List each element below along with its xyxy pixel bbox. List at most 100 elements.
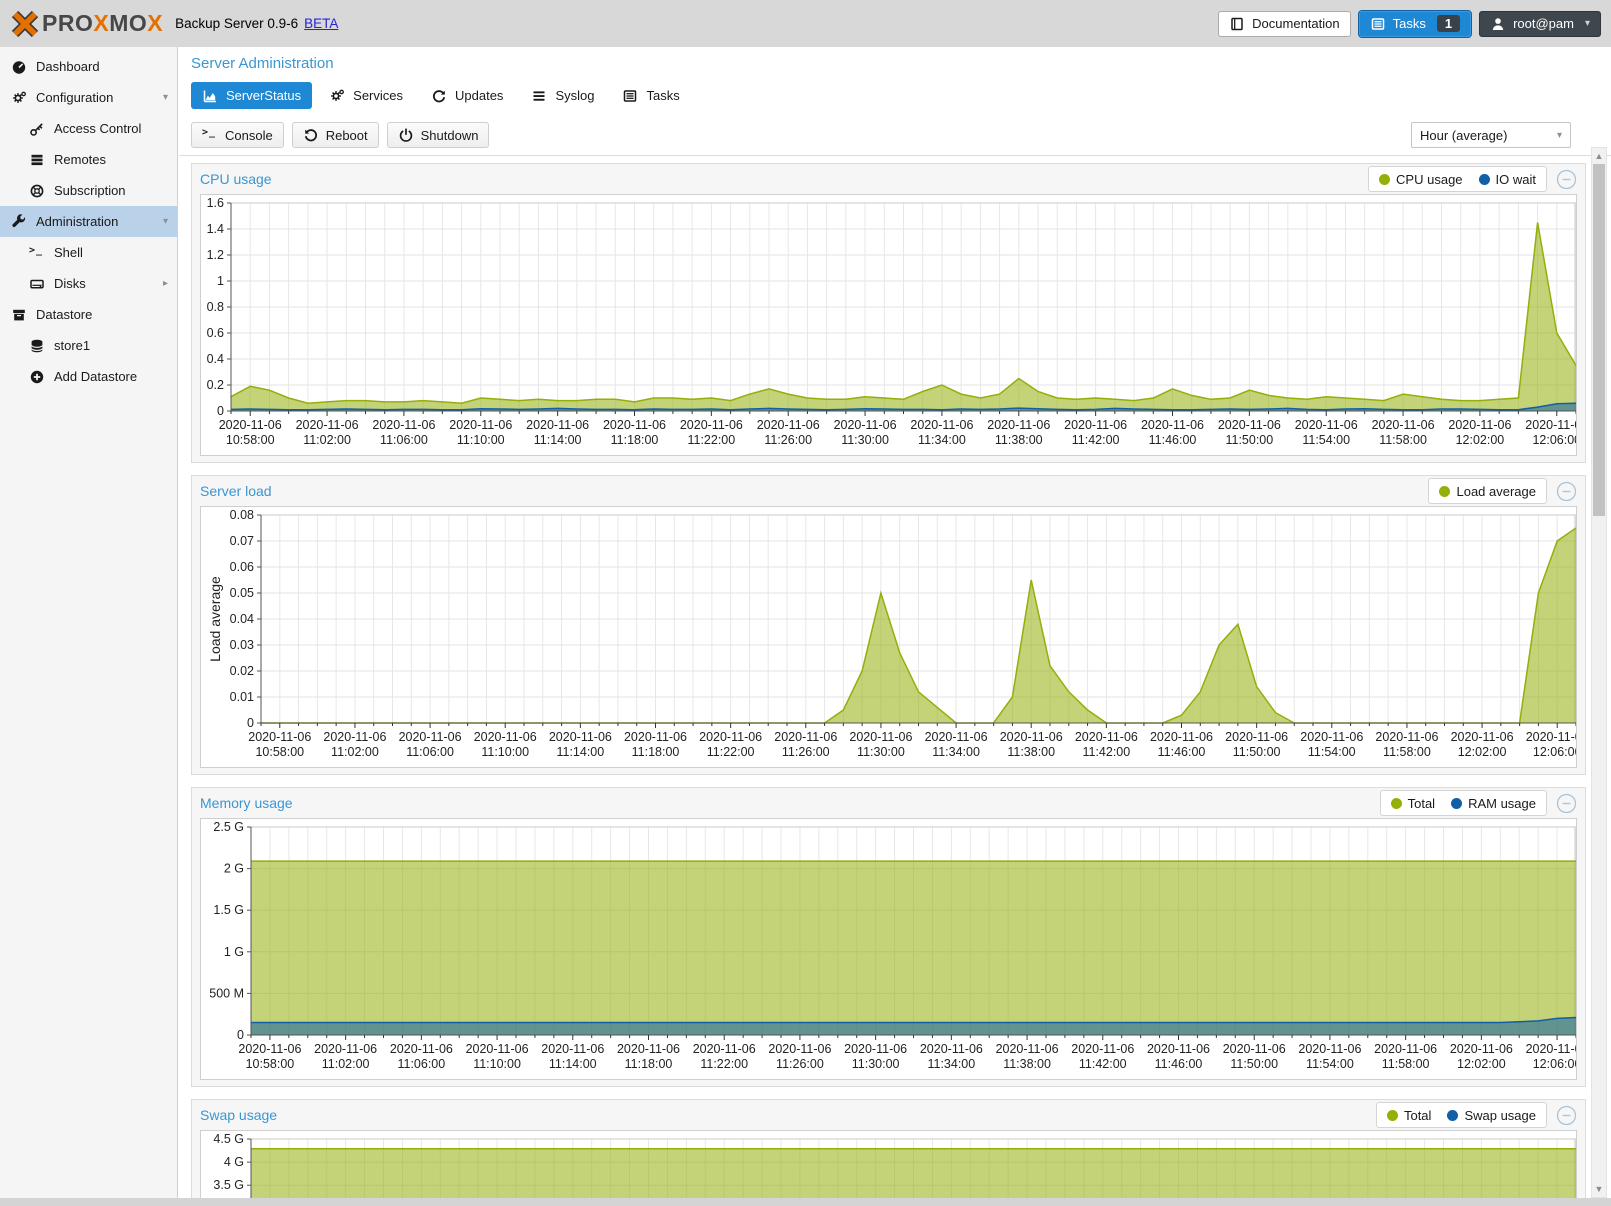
svg-text:11:10:00: 11:10:00 xyxy=(481,745,529,759)
area-chart-icon xyxy=(203,90,216,102)
legend-item[interactable]: RAM usage xyxy=(1451,796,1536,811)
svg-text:2020-11-06: 2020-11-06 xyxy=(238,1042,301,1056)
server-load-panel: Server load Load average 0 0.01 0.02 0.03 0.… xyxy=(191,475,1586,775)
chevron-right-icon[interactable]: ▸ xyxy=(162,278,168,289)
svg-text:11:38:00: 11:38:00 xyxy=(995,433,1043,447)
svg-text:0.01: 0.01 xyxy=(230,690,254,704)
svg-text:11:38:00: 11:38:00 xyxy=(1003,1057,1051,1071)
svg-text:0.05: 0.05 xyxy=(230,586,254,600)
cpu-usage-panel: CPU usage CPU usage IO wait xyxy=(191,163,1586,463)
chart-legend: CPU usage IO wait xyxy=(1368,166,1547,192)
shutdown-button[interactable]: Shutdown xyxy=(386,122,490,148)
sidebar-item-dashboard[interactable]: Dashboard xyxy=(0,51,177,82)
svg-text:2020-11-06: 2020-11-06 xyxy=(1374,1042,1437,1056)
svg-text:2020-11-06: 2020-11-06 xyxy=(910,418,973,432)
tasks-button[interactable]: Tasks 1 xyxy=(1357,9,1473,38)
svg-text:2020-11-06: 2020-11-06 xyxy=(1147,1042,1210,1056)
svg-text:10:58:00: 10:58:00 xyxy=(255,745,304,759)
refresh-icon xyxy=(433,89,446,102)
cpu-usage-chart: 0 0.2 0.4 0.6 0.8 1 1.2 1.4 1.6 2020-11-06 10:58:0… xyxy=(200,194,1577,456)
gears-icon xyxy=(331,89,345,101)
svg-text:11:26:00: 11:26:00 xyxy=(764,433,812,447)
sidebar-item-store1[interactable]: store1 xyxy=(0,330,177,361)
chart-legend: Total RAM usage xyxy=(1379,790,1547,816)
svg-text:11:02:00: 11:02:00 xyxy=(322,1057,370,1071)
sidebar-item-access-control[interactable]: Access Control xyxy=(0,113,177,144)
legend-item[interactable]: Swap usage xyxy=(1447,1108,1536,1123)
legend-item[interactable]: Total xyxy=(1390,796,1435,811)
collapse-panel-icon[interactable] xyxy=(1556,169,1577,190)
console-button[interactable]: >_ Console xyxy=(191,122,284,148)
svg-text:0.2: 0.2 xyxy=(207,378,224,392)
scroll-down-arrow[interactable]: ▼ xyxy=(1594,1184,1604,1194)
chart-legend: Total Swap usage xyxy=(1375,1102,1547,1128)
sidebar-item-subscription[interactable]: Subscription xyxy=(0,175,177,206)
svg-text:2020-11-06: 2020-11-06 xyxy=(1295,418,1358,432)
rotate-left-icon xyxy=(304,129,317,142)
svg-text:2020-11-06: 2020-11-06 xyxy=(323,730,386,744)
tab-syslog[interactable]: Syslog xyxy=(520,82,605,109)
svg-text:1.5 G: 1.5 G xyxy=(213,903,244,917)
scrollbar-thumb[interactable] xyxy=(1593,164,1605,516)
svg-text:2020-11-06: 2020-11-06 xyxy=(1223,1042,1286,1056)
hard-disk-icon xyxy=(30,279,44,288)
tab-updates[interactable]: Updates xyxy=(420,82,514,109)
svg-text:2020-11-06: 2020-11-06 xyxy=(1372,418,1435,432)
collapse-panel-icon[interactable] xyxy=(1556,793,1577,814)
svg-text:0.08: 0.08 xyxy=(230,508,254,522)
svg-text:11:50:00: 11:50:00 xyxy=(1233,745,1281,759)
svg-text:2020-11-06: 2020-11-06 xyxy=(549,730,612,744)
user-menu-button[interactable]: root@pam ▾ xyxy=(1479,10,1601,37)
legend-item[interactable]: Load average xyxy=(1439,484,1536,499)
chevron-down-icon: ▾ xyxy=(1584,18,1590,29)
vertical-scrollbar[interactable]: ▲ ▼ xyxy=(1591,147,1607,1198)
sidebar: Dashboard Configuration ▾ Access Control xyxy=(0,47,178,1198)
database-icon xyxy=(31,339,43,352)
power-icon xyxy=(399,128,412,142)
svg-text:3.5 G: 3.5 G xyxy=(213,1178,244,1192)
scroll-up-arrow[interactable]: ▲ xyxy=(1594,151,1604,161)
reboot-button[interactable]: Reboot xyxy=(291,122,379,148)
svg-text:11:14:00: 11:14:00 xyxy=(534,433,582,447)
chevron-down-icon[interactable]: ▾ xyxy=(162,216,168,227)
svg-text:2020-11-06: 2020-11-06 xyxy=(1300,730,1363,744)
sidebar-item-administration[interactable]: Administration ▾ xyxy=(0,206,177,237)
collapse-panel-icon[interactable] xyxy=(1556,481,1577,502)
svg-text:2020-11-06: 2020-11-06 xyxy=(1525,418,1576,432)
collapse-panel-icon[interactable] xyxy=(1556,1105,1577,1126)
tab-tasks[interactable]: Tasks xyxy=(611,82,690,109)
svg-text:11:58:00: 11:58:00 xyxy=(1382,1057,1430,1071)
sidebar-item-shell[interactable]: >_ Shell xyxy=(29,244,83,261)
legend-item[interactable]: Total xyxy=(1386,1108,1431,1123)
chevron-down-icon[interactable]: ▾ xyxy=(162,92,168,103)
sidebar-item-remotes[interactable]: Remotes xyxy=(0,144,177,175)
svg-text:10:58:00: 10:58:00 xyxy=(246,1057,295,1071)
svg-text:0.4: 0.4 xyxy=(207,352,224,366)
key-icon xyxy=(30,122,43,136)
tab-services[interactable]: Services xyxy=(318,82,414,109)
task-list-icon xyxy=(624,89,637,102)
memory-usage-panel: Memory usage Total RAM usage xyxy=(191,787,1586,1087)
tab-serverstatus[interactable]: ServerStatus xyxy=(191,82,313,109)
beta-link[interactable]: BETA xyxy=(304,16,339,31)
panel-title: Memory usage xyxy=(200,795,293,811)
app-header: PROXMOX Backup Server 0.9-6 BETA Documen… xyxy=(0,0,1611,47)
svg-text:4.5 G: 4.5 G xyxy=(213,1132,244,1146)
svg-text:2020-11-06: 2020-11-06 xyxy=(1450,1042,1513,1056)
svg-text:12:02:00: 12:02:00 xyxy=(1457,1057,1506,1071)
sidebar-item-add-datastore[interactable]: Add Datastore xyxy=(0,361,177,392)
sidebar-item-configuration[interactable]: Configuration ▾ xyxy=(0,82,177,113)
svg-text:11:42:00: 11:42:00 xyxy=(1082,745,1130,759)
documentation-button[interactable]: Documentation xyxy=(1218,10,1351,37)
svg-text:2020-11-06: 2020-11-06 xyxy=(1150,730,1213,744)
legend-item[interactable]: IO wait xyxy=(1478,172,1536,187)
svg-text:2020-11-06: 2020-11-06 xyxy=(1141,418,1204,432)
time-range-select[interactable]: Hour (average) ▾ xyxy=(1411,122,1571,148)
sidebar-item-datastore[interactable]: Datastore xyxy=(0,299,177,330)
main-content: Server Administration ServerStatus Servi… xyxy=(179,47,1611,1198)
legend-item[interactable]: CPU usage xyxy=(1379,172,1463,187)
svg-text:11:50:00: 11:50:00 xyxy=(1230,1057,1278,1071)
sidebar-item-disks[interactable]: Disks ▸ xyxy=(0,268,177,299)
svg-text:2020-11-06: 2020-11-06 xyxy=(399,730,462,744)
